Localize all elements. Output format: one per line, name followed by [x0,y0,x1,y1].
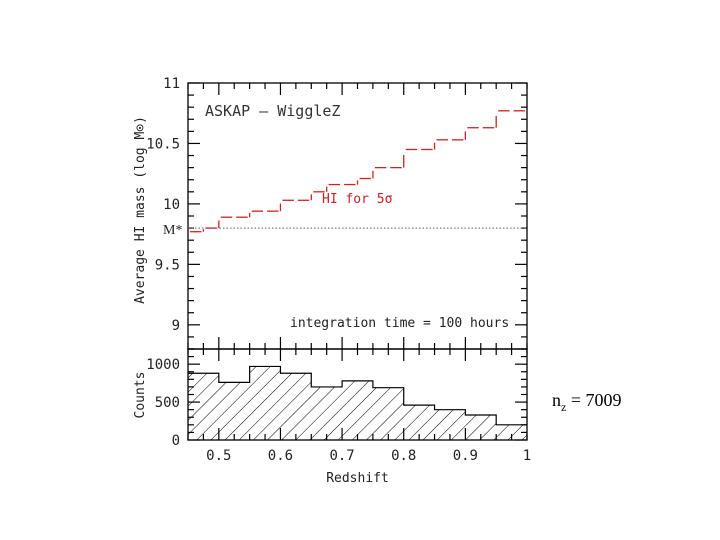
series-label: HI for 5σ [322,192,393,207]
note-subscript: z [561,400,566,414]
top-plot-frame [187,82,528,350]
histogram-outline [188,365,527,426]
bottom-y-tick-label: 0 [172,433,180,449]
top-y-axis-label: Average HI mass (log M⊙) [133,116,148,304]
top-y-tick-label: 11 [163,76,180,92]
histogram-bar [188,373,219,440]
top-y-tick-label: 9 [172,318,180,334]
top-panel-ticks [187,82,528,350]
top-y-tick-label: 10 [163,197,180,213]
m-star-label: M* [163,223,182,238]
note-prefix: n [552,390,561,410]
x-tick-label: 0.9 [453,448,478,464]
hi-mass-panel: 9 9.5 10 10.5 11 ASKAP – WiggleZ HI for 5σ M… [133,76,528,350]
bottom-y-tick-label: 1000 [146,357,180,373]
bottom-y-tick-labels: 0 500 1000 [146,357,180,449]
histogram-bar [280,373,312,440]
x-tick-label: 0.7 [329,448,354,464]
histogram-bars [188,365,527,440]
histogram-bar [342,380,373,440]
integration-time-annotation: integration time = 100 hours [290,316,509,331]
top-y-tick-labels: 9 9.5 10 10.5 11 [146,76,180,334]
counts-panel: 0 500 1000 0.5 0.6 0.7 0.8 0.9 1 Counts Redshif… [133,348,531,486]
x-tick-labels: 0.5 0.6 0.7 0.8 0.9 1 [206,448,531,464]
histogram-bar [372,387,404,440]
sample-size-note: nz = 7009 [552,390,621,414]
x-axis-label: Redshift [326,471,389,486]
bottom-y-tick-label: 500 [155,395,180,411]
histogram-bar [311,386,343,440]
x-tick-label: 1 [523,448,531,464]
x-tick-label: 0.6 [268,448,293,464]
histogram-bar [249,366,281,440]
hi-5-sigma-step-line [190,110,525,233]
histogram-bar [496,424,527,440]
histogram-bar [218,382,250,440]
note-rest: = 7009 [566,390,621,410]
x-tick-label: 0.8 [391,448,416,464]
chart-title: ASKAP – WiggleZ [205,102,340,120]
bottom-y-axis-label: Counts [133,372,148,419]
bottom-panel-ticks [187,348,528,441]
x-tick-label: 0.5 [206,448,231,464]
top-y-tick-label: 9.5 [155,257,180,273]
top-y-tick-label: 10.5 [146,136,180,152]
